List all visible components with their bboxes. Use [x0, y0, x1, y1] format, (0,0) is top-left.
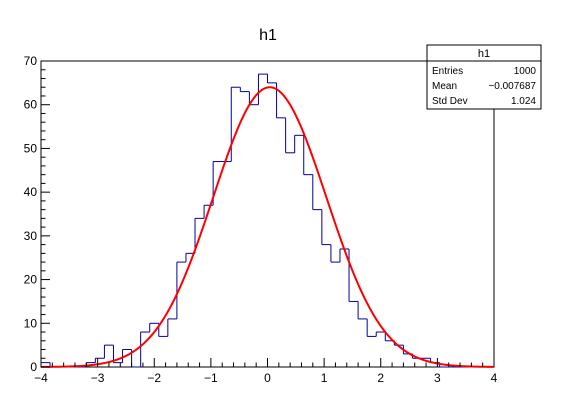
y-axis: 0 10 20 30 40 50 60 70: [24, 54, 50, 374]
x-tick-label: −3: [91, 371, 105, 385]
histogram-bin: [248, 91, 259, 106]
x-tick-label: 3: [434, 371, 441, 385]
stats-mean-label: Mean: [432, 81, 457, 92]
x-tick-label: 2: [377, 371, 384, 385]
y-tick-label: 0: [30, 360, 37, 374]
plot-area: −4 −3 −2 −1 0 1 2 3 4 0 10 20 30 40 50 60 70: [24, 54, 498, 385]
histogram-bin: [176, 261, 186, 319]
histogram-bin: [321, 209, 331, 246]
histogram-bin: [294, 134, 304, 153]
histogram-bin: [112, 345, 123, 364]
x-tick-label: −1: [204, 371, 218, 385]
histogram-bin: [230, 86, 241, 162]
histogram-bin: [330, 244, 340, 263]
histogram-bin: [267, 74, 277, 84]
histogram-layer: [40, 73, 494, 368]
x-tick-label: −4: [34, 371, 48, 385]
y-tick-label: 60: [24, 98, 38, 112]
chart-title: h1: [259, 27, 277, 44]
histogram-bin: [103, 344, 114, 359]
histogram-bin: [167, 318, 177, 337]
stats-entries-label: Entries: [432, 66, 463, 77]
x-tick-label: −2: [147, 371, 161, 385]
y-tick-label: 70: [24, 54, 38, 68]
stats-mean-value: −0.007687: [488, 81, 536, 92]
histogram-bin: [303, 135, 313, 176]
x-tick-label: 4: [491, 371, 498, 385]
histogram-bin: [122, 349, 132, 363]
y-tick-label: 10: [24, 316, 38, 330]
histogram-bin: [348, 248, 359, 302]
y-tick-label: 30: [24, 229, 38, 243]
stats-box-frame: [426, 44, 542, 110]
histogram-bin: [239, 87, 250, 93]
histogram-bin: [357, 301, 368, 320]
histogram-bin: [140, 331, 150, 367]
histogram-bin: [94, 357, 105, 363]
y-tick-label: 50: [24, 141, 38, 155]
histogram-bin: [276, 82, 286, 119]
histogram-bin: [312, 174, 322, 211]
stats-box: h1 Entries 1000 Mean −0.007687 Std Dev 1…: [426, 44, 542, 110]
stats-box-title: h1: [478, 48, 490, 60]
stats-stddev-value: 1.024: [511, 96, 536, 107]
x-tick-label: 1: [321, 371, 328, 385]
gaussian-fit-curve: [40, 86, 495, 368]
histogram-bin: [375, 331, 386, 337]
x-tick-label: 0: [264, 371, 271, 385]
histogram-bin: [203, 204, 214, 219]
histogram-bin: [257, 73, 268, 105]
fit-layer: [40, 86, 495, 368]
histogram-bin: [285, 117, 295, 154]
x-axis: −4 −3 −2 −1 0 1 2 3 4: [34, 358, 498, 385]
y-tick-label: 40: [24, 185, 38, 199]
y-tick-label: 20: [24, 273, 38, 287]
stats-stddev-label: Std Dev: [432, 96, 468, 107]
stats-entries-value: 1000: [514, 66, 537, 77]
histogram-bin: [149, 322, 159, 333]
plot-frame: [40, 60, 495, 368]
histogram-bin: [366, 318, 377, 337]
